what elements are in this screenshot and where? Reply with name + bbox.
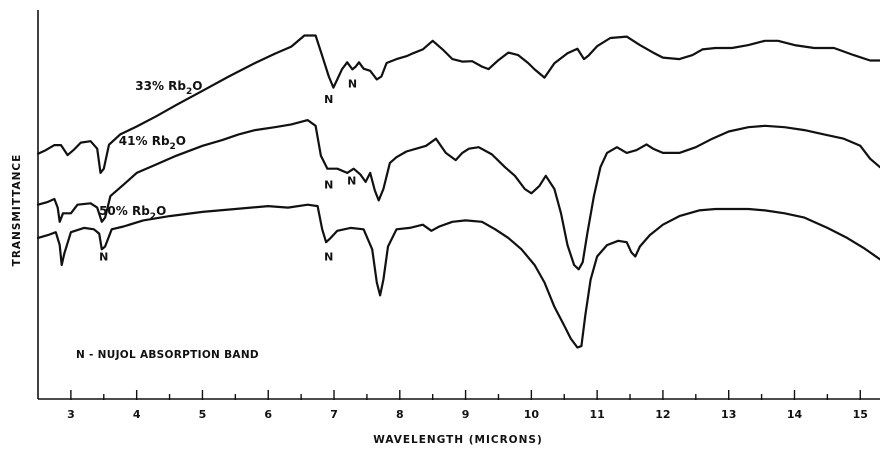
nujol-marker: N <box>324 179 333 192</box>
x-tick-label: 10 <box>524 408 540 421</box>
x-axis-tick-labels: 3 4 5 6 7 8 9 10 11 12 13 14 15 <box>67 408 868 421</box>
series-label-3: 50% Rb2O <box>99 204 166 222</box>
series-labels: 33% Rb2O 41% Rb2O 50% Rb2O <box>99 79 202 222</box>
x-tick-label: 5 <box>199 408 207 421</box>
x-tick-label: 3 <box>67 408 75 421</box>
nujol-legend-note: N - NUJOL ABSORPTION BAND <box>76 349 259 361</box>
nujol-markers: N N N N N N <box>99 77 357 263</box>
series-curve-2 <box>36 119 880 271</box>
nujol-marker: N <box>99 250 108 263</box>
y-axis-title: TRANSMITTANCE <box>11 154 23 267</box>
series-curve-1 <box>36 34 880 174</box>
x-tick-label: 13 <box>721 408 736 421</box>
x-tick-label: 14 <box>787 408 803 421</box>
x-axis-title: WAVELENGTH (MICRONS) <box>373 434 543 446</box>
x-tick-label: 4 <box>133 408 141 421</box>
x-tick-label: 8 <box>396 408 404 421</box>
x-tick-label: 12 <box>655 408 670 421</box>
nujol-marker: N <box>324 93 333 106</box>
series-label-1: 33% Rb2O <box>135 79 202 97</box>
nujol-marker: N <box>347 174 356 187</box>
x-tick-label: 15 <box>853 408 868 421</box>
x-tick-label: 9 <box>462 408 470 421</box>
spectrum-curves <box>36 34 880 349</box>
x-tick-label: 11 <box>589 408 604 421</box>
series-curve-3 <box>36 203 880 349</box>
series-label-2: 41% Rb2O <box>119 134 186 152</box>
nujol-marker: N <box>324 250 333 263</box>
nujol-marker: N <box>348 77 357 90</box>
x-tick-label: 6 <box>264 408 272 421</box>
x-tick-label: 7 <box>330 408 338 421</box>
x-axis-ticks <box>70 390 861 400</box>
